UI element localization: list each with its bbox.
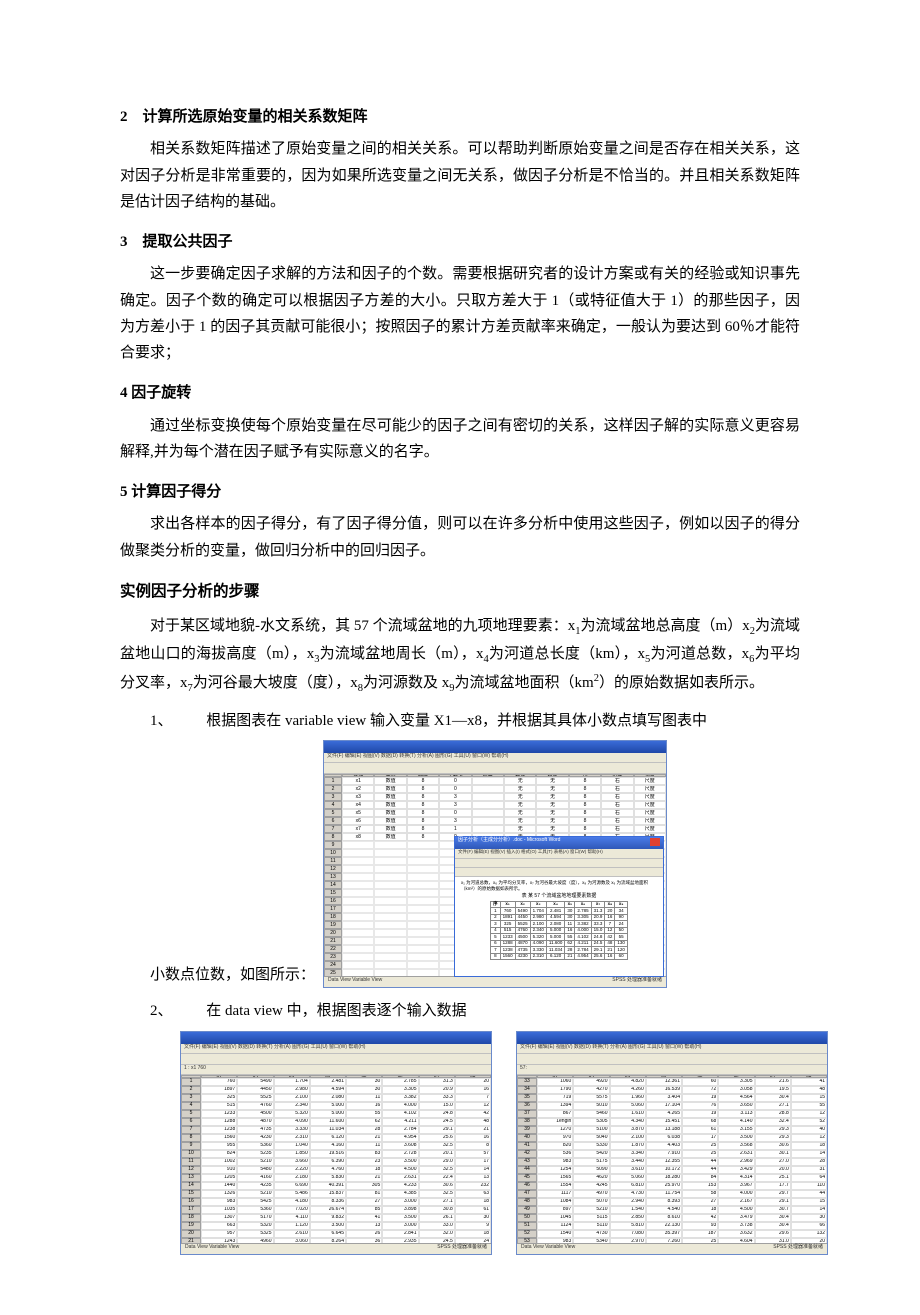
- step-1: 1、 根据图表在 variable view 输入变量 X1—x8，并根据其具体…: [150, 708, 800, 734]
- figure-1: 文件(F) 编辑(E) 视图(V) 数据(D) 转换(T) 分析(A) 图形(G…: [323, 740, 667, 988]
- step-1-tail: 小数点位数，如图所示：: [150, 962, 315, 988]
- spss-variable-view-screenshot: 文件(F) 编辑(E) 视图(V) 数据(D) 转换(T) 分析(A) 图形(G…: [323, 740, 667, 988]
- step-1-text: 根据图表在 variable view 输入变量 X1—x8，并根据其具体小数点…: [206, 713, 707, 729]
- section-2-title: 2 计算所选原始变量的相关系数矩阵: [120, 104, 800, 130]
- section-5-title: 5 计算因子得分: [120, 479, 800, 505]
- section-4-title: 4 因子旋转: [120, 380, 800, 406]
- section-3-body: 这一步要确定因子求解的方法和因子的个数。需要根据研究者的设计方案或有关的经验或知…: [120, 261, 800, 366]
- section-2-body: 相关系数矩阵描述了原始变量之间的相关关系。可以帮助判断原始变量之间是否存在相关关…: [120, 136, 800, 215]
- section-5-body: 求出各样本的因子得分，有了因子得分值，则可以在许多分析中使用这些因子，例如以因子…: [120, 511, 800, 564]
- document-page: 2 计算所选原始变量的相关系数矩阵 相关系数矩阵描述了原始变量之间的相关关系。可…: [0, 0, 920, 1315]
- example-title: 实例因子分析的步骤: [120, 578, 800, 605]
- figure-2-left: 文件(F) 编辑(E) 视图(V) 数据(D) 转换(T) 分析(A) 图形(G…: [180, 1031, 492, 1255]
- step-2-text: 在 data view 中，根据图表逐个输入数据: [206, 1003, 466, 1019]
- figure-2-row: 文件(F) 编辑(E) 视图(V) 数据(D) 转换(T) 分析(A) 图形(G…: [120, 1031, 800, 1255]
- step-2-num: 2、: [150, 998, 203, 1024]
- example-body: 对于某区域地貌-水文系统，其 57 个流域盆地的九项地理要素：x1为流域盆地总高…: [120, 613, 800, 698]
- spss-data-view-right-screenshot: 文件(F) 编辑(E) 视图(V) 数据(D) 转换(T) 分析(A) 图形(G…: [516, 1031, 828, 1255]
- section-4-body: 通过坐标变换使每个原始变量在尽可能少的因子之间有密切的关系，这样因子解的实际意义…: [120, 413, 800, 466]
- step-2: 2、 在 data view 中，根据图表逐个输入数据: [150, 998, 800, 1024]
- figure-2-right: 文件(F) 编辑(E) 视图(V) 数据(D) 转换(T) 分析(A) 图形(G…: [516, 1031, 828, 1255]
- figure-1-row: 小数点位数，如图所示： 文件(F) 编辑(E) 视图(V) 数据(D) 转换(T…: [120, 740, 800, 988]
- section-3-title: 3 提取公共因子: [120, 229, 800, 255]
- spss-data-view-left-screenshot: 文件(F) 编辑(E) 视图(V) 数据(D) 转换(T) 分析(A) 图形(G…: [180, 1031, 492, 1255]
- step-1-num: 1、: [150, 708, 203, 734]
